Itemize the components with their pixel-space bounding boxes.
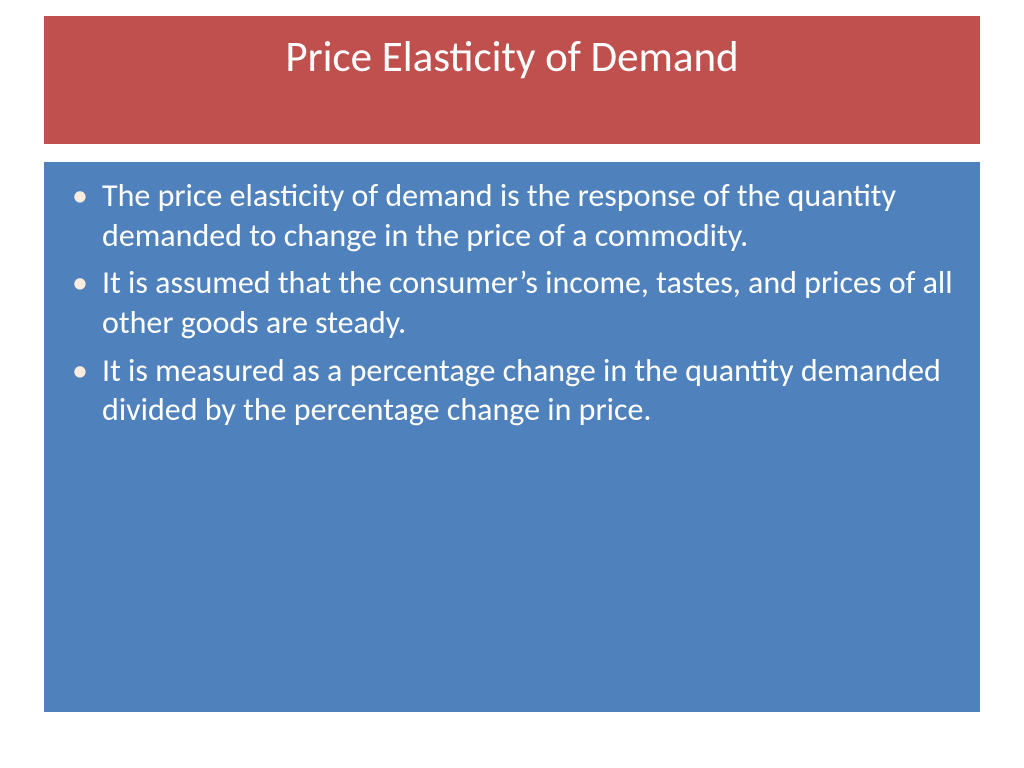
bullet-list: The price elasticity of demand is the re… xyxy=(60,176,956,430)
body-box: The price elasticity of demand is the re… xyxy=(42,160,982,714)
list-item: It is assumed that the consumer’s income… xyxy=(60,263,956,342)
list-item: It is measured as a percentage change in… xyxy=(60,351,956,430)
slide: Price Elasticity of Demand The price ela… xyxy=(0,0,1024,768)
title-bar: Price Elasticity of Demand xyxy=(42,14,982,146)
slide-title: Price Elasticity of Demand xyxy=(285,30,738,83)
list-item: The price elasticity of demand is the re… xyxy=(60,176,956,255)
